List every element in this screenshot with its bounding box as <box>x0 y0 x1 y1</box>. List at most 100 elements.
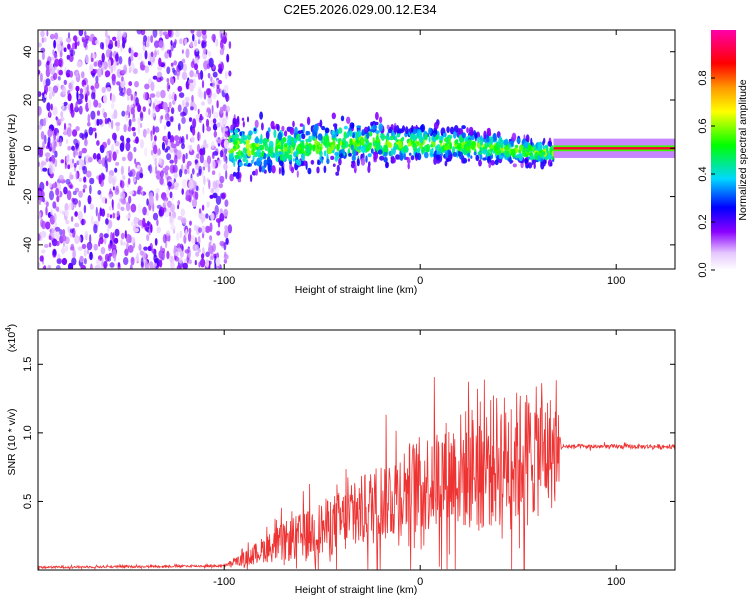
noise-blob <box>67 32 71 39</box>
noise-blob <box>153 144 158 155</box>
noise-blob <box>45 206 48 216</box>
noise-blob <box>40 131 45 140</box>
noise-blob <box>97 102 102 109</box>
noise-blob <box>169 164 175 174</box>
signal-blob <box>413 135 416 143</box>
noise-blob <box>103 94 108 104</box>
noise-blob <box>130 203 137 213</box>
noise-blob <box>87 113 91 124</box>
signal-blob <box>477 136 480 144</box>
noise-blob <box>143 35 148 43</box>
signal-blob <box>444 145 449 151</box>
signal-blob <box>464 137 468 142</box>
noise-blob <box>75 101 78 111</box>
noise-blob <box>209 194 214 199</box>
colorbar-tick-label: 0.4 <box>697 166 709 181</box>
noise-blob <box>192 73 199 78</box>
noise-blob <box>193 47 199 52</box>
noise-blob <box>61 104 65 110</box>
bottom-y-axis-title: SNR (10 * v/v) <box>6 408 18 475</box>
noise-blob <box>91 92 95 100</box>
noise-blob <box>164 165 170 171</box>
signal-blob <box>486 138 490 143</box>
noise-blob <box>163 124 166 131</box>
noise-blob <box>72 249 76 259</box>
signal-blob <box>467 152 471 157</box>
noise-blob <box>65 219 70 225</box>
noise-blob <box>122 156 126 162</box>
noise-blob <box>137 117 141 126</box>
noise-blob <box>136 171 141 181</box>
signal-blob <box>393 125 397 134</box>
noise-blob <box>149 93 156 98</box>
noise-blob <box>64 245 69 252</box>
signal-blob <box>483 130 487 140</box>
noise-blob <box>152 212 159 221</box>
noise-blob <box>52 249 57 256</box>
noise-blob <box>78 158 83 166</box>
bottom-x-axis-title: Height of straight line (km) <box>295 584 418 596</box>
top-x-ticks: -100 0 100 <box>213 30 625 287</box>
signal-blob <box>233 158 236 167</box>
noise-blob <box>97 212 101 222</box>
noise-blob <box>144 261 150 269</box>
noise-blob <box>120 232 125 240</box>
signal-blob <box>412 142 417 152</box>
noise-blob <box>223 84 229 94</box>
signal-blob <box>444 138 447 142</box>
signal-blob <box>300 160 305 167</box>
noise-blob <box>216 139 222 144</box>
noise-blob <box>228 70 232 77</box>
noise-blob <box>195 185 199 191</box>
signal-blob <box>417 152 422 161</box>
noise-blob <box>226 94 230 102</box>
signal-blob <box>411 125 414 133</box>
signal-blob <box>245 159 249 166</box>
noise-blob <box>164 210 170 218</box>
noise-blob <box>158 40 164 48</box>
signal-blob <box>230 124 234 131</box>
noise-blob <box>143 92 148 101</box>
noise-blob <box>110 102 115 110</box>
x-tick-label: 0 <box>417 576 423 588</box>
signal-blob <box>305 145 311 154</box>
noise-blob <box>93 99 99 108</box>
noise-blob <box>169 211 172 217</box>
noise-blob <box>135 97 139 106</box>
noise-blob <box>96 258 101 266</box>
signal-blob <box>401 125 406 133</box>
noise-blob <box>132 131 137 137</box>
signal-blob <box>537 155 541 161</box>
noise-blob <box>144 50 148 60</box>
noise-blob <box>108 59 111 69</box>
noise-blob <box>136 30 142 35</box>
noise-blob <box>92 53 96 60</box>
signal-blob <box>317 159 320 165</box>
noise-blob <box>190 30 195 34</box>
noise-blob <box>74 40 78 50</box>
noise-blob <box>76 90 79 101</box>
signal-blob <box>356 125 362 129</box>
signal-blob <box>252 147 256 152</box>
signal-blob <box>525 134 530 143</box>
noise-blob <box>93 69 98 74</box>
noise-blob <box>156 219 159 227</box>
noise-blob <box>139 250 144 256</box>
noise-blob <box>69 184 74 189</box>
signal-blob <box>530 137 533 147</box>
noise-blob <box>48 235 52 240</box>
signal-blob <box>263 142 266 147</box>
noise-blob <box>182 63 188 72</box>
signal-blob <box>316 166 320 174</box>
signal-blob <box>316 144 320 150</box>
signal-blob <box>346 116 351 125</box>
noise-blob <box>67 43 71 50</box>
noise-blob <box>167 30 172 38</box>
noise-blob <box>104 236 107 245</box>
signal-blob <box>238 138 244 145</box>
noise-blob <box>46 30 49 37</box>
noise-blob <box>40 218 44 228</box>
noise-blob <box>53 52 58 59</box>
noise-blob <box>41 230 47 238</box>
signal-blob <box>395 125 400 134</box>
